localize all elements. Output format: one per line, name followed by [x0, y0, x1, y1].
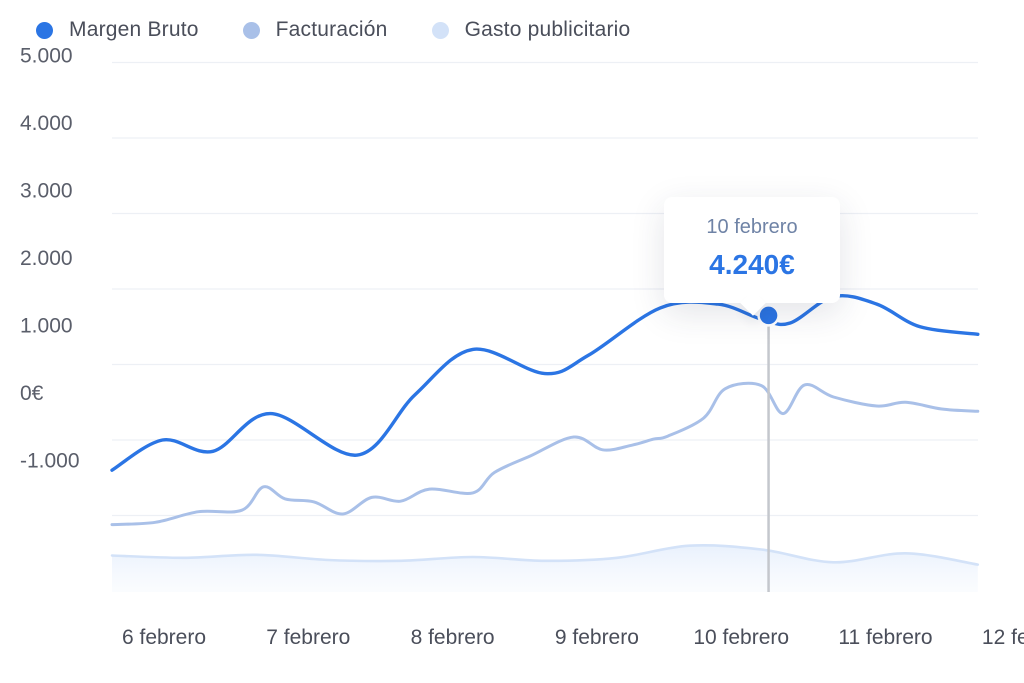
- x-axis: 6 febrero 7 febrero 8 febrero 9 febrero 10 f…: [122, 626, 1024, 649]
- x-tick-label: 6 febrero: [122, 626, 206, 649]
- legend: Margen Bruto Facturación Gasto publicita…: [36, 18, 674, 42]
- y-tick-label: 0€: [20, 382, 44, 405]
- x-tick-label: 8 febrero: [411, 626, 495, 649]
- legend-label: Gasto publicitario: [464, 18, 631, 41]
- highlight-layer: [757, 304, 780, 592]
- y-tick-label: 4.000: [20, 112, 73, 135]
- y-axis: 5.000 4.000 3.000 2.000 1.000 0€ -1.000: [20, 45, 80, 473]
- legend-item-facturacion[interactable]: Facturación: [242, 18, 388, 42]
- x-tick-label: 11 febrero: [838, 626, 932, 649]
- series-line-margen-bruto: [110, 294, 980, 472]
- legend-label: Facturación: [275, 18, 388, 41]
- x-tick-label: 7 febrero: [266, 626, 350, 649]
- series-line-gasto-publicitario: [110, 543, 980, 566]
- y-tick-label: 1.000: [20, 315, 73, 338]
- legend-item-margen-bruto[interactable]: Margen Bruto: [36, 18, 199, 42]
- x-tick-label: 9 febrero: [555, 626, 639, 649]
- highlight-point[interactable]: [757, 304, 780, 327]
- legend-label: Margen Bruto: [69, 18, 199, 41]
- x-tick-label: 12 febrero: [982, 626, 1024, 649]
- tooltip: 10 febrero 4.240€: [664, 197, 840, 303]
- series-line-facturacion: [110, 381, 980, 527]
- y-tick-label: 2.000: [20, 247, 73, 270]
- y-tick-label: -1.000: [20, 450, 80, 473]
- y-tick-label: 3.000: [20, 180, 73, 203]
- x-tick-label: 10 febrero: [693, 626, 789, 649]
- tooltip-value: 4.240€: [709, 249, 795, 280]
- series-area-gasto-publicitario: [112, 545, 978, 592]
- series-layer: [110, 294, 980, 592]
- tooltip-date: 10 febrero: [706, 216, 798, 238]
- y-tick-label: 5.000: [20, 45, 73, 68]
- legend-dot-icon: [431, 21, 449, 39]
- legend-dot-icon: [36, 21, 53, 39]
- legend-item-gasto-publicitario[interactable]: Gasto publicitario: [431, 18, 631, 42]
- legend-dot-icon: [242, 21, 260, 39]
